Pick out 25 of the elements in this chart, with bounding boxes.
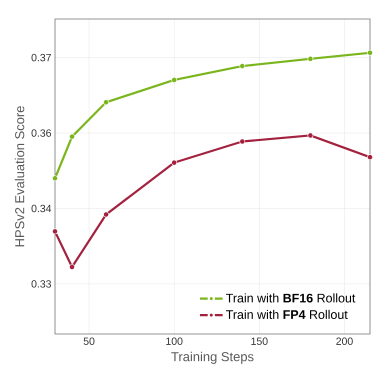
x-tick-label: 100 [166, 338, 182, 345]
point [239, 63, 246, 69]
x-axis-title: Training Steps [171, 352, 254, 364]
point [103, 212, 109, 218]
point [103, 99, 109, 106]
point [171, 160, 178, 166]
point [308, 132, 314, 138]
point [367, 154, 373, 160]
x-tick-label: 50 [84, 338, 94, 345]
point [52, 228, 58, 234]
x-tick-label: 150 [251, 338, 268, 345]
y-tick-label: 0.34 [32, 204, 52, 212]
point [52, 175, 58, 182]
point [171, 77, 178, 83]
point [69, 264, 75, 270]
y-tick-label: 0.37 [32, 54, 51, 62]
y-axis-title: HPSv2 Evaluation Score [14, 106, 24, 246]
legend-label: Train with FP4 Rollout [226, 310, 348, 319]
legend-label: Train with BF16 Rollout [226, 293, 356, 302]
point [239, 138, 246, 144]
y-tick-label: 0.36 [32, 129, 52, 137]
point [69, 134, 75, 140]
y-tick-label: 0.33 [32, 280, 52, 288]
point [367, 50, 373, 56]
x-tick-label: 200 [336, 338, 353, 345]
